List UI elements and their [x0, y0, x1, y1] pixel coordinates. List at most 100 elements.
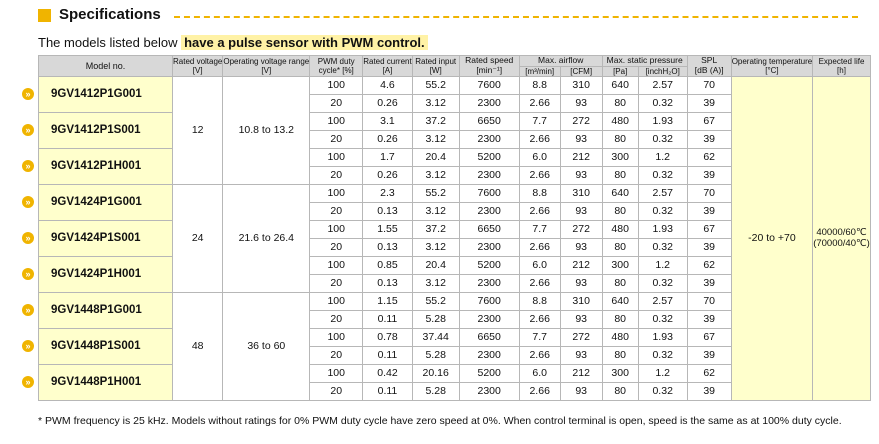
table-cell: 3.12 — [411, 165, 460, 185]
table-cell: 93 — [559, 129, 603, 149]
rated-voltage: 12 — [171, 75, 224, 185]
table-cell: 93 — [559, 93, 603, 113]
model-number[interactable]: 9GV1424P1H001 — [38, 255, 173, 293]
table-cell: 2300 — [458, 309, 520, 329]
table-cell: 93 — [559, 165, 603, 185]
chevron-circle-icon[interactable]: » — [22, 304, 34, 317]
table-cell: 37.2 — [411, 219, 460, 239]
table-cell: 100 — [309, 147, 364, 167]
table-row: 20 0.13 3.12 2300 2.66 93 80 0.32 39 — [39, 273, 871, 293]
table-cell: 0.32 — [637, 237, 688, 257]
table-cell: 0.85 — [362, 255, 413, 275]
table-cell: 0.32 — [637, 93, 688, 113]
table-cell: 1.7 — [362, 147, 413, 167]
table-row: 20 0.13 3.12 2300 2.66 93 80 0.32 39 — [39, 237, 871, 257]
model-number[interactable]: 9GV1424P1G001 — [38, 183, 173, 221]
table-cell: 70 — [686, 75, 732, 95]
table-cell: 93 — [559, 309, 603, 329]
table-cell: 20 — [309, 201, 364, 221]
table-cell: 3.1 — [362, 111, 413, 131]
chevron-circle-icon[interactable]: » — [22, 124, 34, 137]
section-divider — [174, 16, 858, 18]
table-cell: 2.66 — [518, 165, 561, 185]
chevron-circle-icon[interactable]: » — [22, 160, 34, 173]
model-number[interactable]: 9GV1424P1S001 — [38, 219, 173, 257]
table-cell: 2.66 — [518, 309, 561, 329]
table-cell: 5200 — [458, 363, 520, 383]
table-cell: 2.66 — [518, 201, 561, 221]
col-airflow-cfm: [CFM] — [559, 65, 603, 77]
table-cell: 80 — [601, 345, 639, 365]
table-cell: 480 — [601, 219, 639, 239]
table-cell: 2.66 — [518, 273, 561, 293]
expected-life-secondary: (70000/40℃) — [813, 238, 870, 250]
table-row: 9GV1448P1H001 100 0.42 20.16 5200 6.0 212 300 1.… — [38, 363, 871, 401]
table-cell: 7.7 — [518, 219, 561, 239]
table-cell: 212 — [559, 363, 603, 383]
table-cell: 3.12 — [411, 129, 460, 149]
table-cell: 62 — [686, 255, 732, 275]
col-pressure-inch: [inchH₂O] — [637, 65, 688, 77]
table-cell: 2.57 — [637, 183, 688, 203]
table-cell: 3.12 — [411, 93, 460, 113]
table-cell: 100 — [309, 75, 364, 95]
table-cell: 100 — [309, 291, 364, 311]
table-cell: 39 — [686, 93, 732, 113]
table-cell: 6650 — [458, 111, 520, 131]
table-cell: 2300 — [458, 345, 520, 365]
table-cell: 100 — [309, 183, 364, 203]
table-cell: 0.32 — [637, 309, 688, 329]
table-cell: 272 — [559, 327, 603, 347]
section-square-icon — [38, 9, 51, 22]
table-cell: 100 — [309, 255, 364, 275]
table-cell: 55.2 — [411, 291, 460, 311]
model-number[interactable]: 9GV1412P1H001 — [38, 147, 173, 185]
table-cell: 2.57 — [637, 75, 688, 95]
chevron-circle-icon[interactable]: » — [22, 88, 34, 101]
table-cell: 7.7 — [518, 111, 561, 131]
table-cell: 20 — [309, 129, 364, 149]
col-pressure: Max. static pressure — [601, 55, 688, 67]
table-cell: 2300 — [458, 273, 520, 293]
table-cell: 67 — [686, 219, 732, 239]
chevron-circle-icon[interactable]: » — [22, 268, 34, 281]
col-input: Rated input [W] — [411, 55, 460, 77]
col-airflow-m3: [m³/min] — [518, 65, 561, 77]
table-cell: 0.32 — [637, 273, 688, 293]
model-number[interactable]: 9GV1448P1G001 — [38, 291, 173, 329]
chevron-circle-icon[interactable]: » — [22, 232, 34, 245]
chevron-circle-icon[interactable]: » — [22, 196, 34, 209]
chevron-circle-icon[interactable]: » — [22, 340, 34, 353]
table-cell: 2300 — [458, 201, 520, 221]
table-cell: 62 — [686, 363, 732, 383]
model-number[interactable]: 9GV1448P1H001 — [38, 363, 173, 401]
table-cell: 0.32 — [637, 201, 688, 221]
chevron-circle-icon[interactable]: » — [22, 376, 34, 389]
table-cell: 0.32 — [637, 345, 688, 365]
table-cell: 1.93 — [637, 327, 688, 347]
table-cell: 55.2 — [411, 75, 460, 95]
table-cell: 640 — [601, 183, 639, 203]
table-cell: 2300 — [458, 381, 520, 401]
table-cell: 20 — [309, 165, 364, 185]
table-cell: 93 — [559, 381, 603, 401]
table-cell: 0.26 — [362, 129, 413, 149]
table-cell: 93 — [559, 345, 603, 365]
table-cell: 6.0 — [518, 363, 561, 383]
table-cell: 93 — [559, 237, 603, 257]
table-cell: 20 — [309, 237, 364, 257]
table-cell: 39 — [686, 129, 732, 149]
table-row: 9GV1448P1G001 48 36 to 60 100 1.15 55.2 7600 8.… — [38, 291, 871, 401]
model-number[interactable]: 9GV1412P1G001 — [38, 75, 173, 113]
table-cell: 5.28 — [411, 345, 460, 365]
model-number[interactable]: 9GV1448P1S001 — [38, 327, 173, 365]
model-number[interactable]: 9GV1412P1S001 — [38, 111, 173, 149]
table-cell: 480 — [601, 327, 639, 347]
table-cell: 20.4 — [411, 255, 460, 275]
col-model: Model no. — [38, 55, 173, 77]
table-cell: 93 — [559, 273, 603, 293]
table-cell: 0.13 — [362, 201, 413, 221]
table-cell: 300 — [601, 255, 639, 275]
table-cell: 212 — [559, 147, 603, 167]
table-cell: 70 — [686, 291, 732, 311]
